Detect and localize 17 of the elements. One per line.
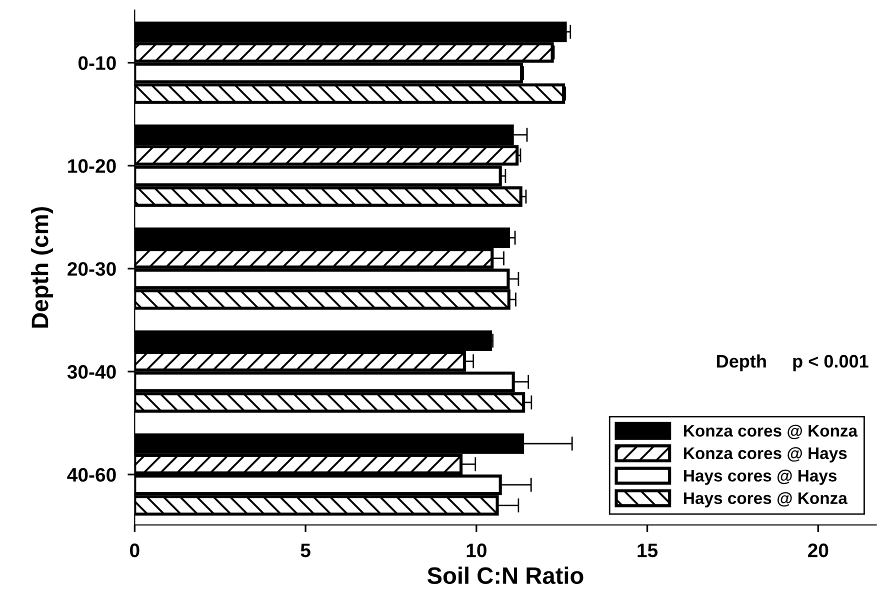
legend-label: Konza cores @ Konza bbox=[684, 424, 858, 440]
legend-label: Hays cores @ Hays bbox=[684, 470, 837, 485]
x-axis-title: Soil C:N Ratio bbox=[427, 566, 584, 584]
y-tick-label: 30-40 bbox=[67, 365, 116, 379]
y-axis-title: Depth (cm) bbox=[30, 207, 53, 328]
annotation: Depth p < 0.001 bbox=[717, 354, 868, 372]
x-tick-label: 5 bbox=[300, 544, 310, 558]
y-tick-label: 10-20 bbox=[68, 159, 116, 173]
legend-label: Konza cores @ Hays bbox=[684, 447, 847, 462]
x-tick-label: 10 bbox=[466, 544, 486, 558]
y-tick-label: 20-30 bbox=[68, 262, 116, 276]
y-tick-label: 40-60 bbox=[67, 468, 116, 482]
y-tick-label: 0-10 bbox=[78, 56, 116, 70]
x-tick-label: 15 bbox=[638, 544, 658, 558]
x-tick-label: 20 bbox=[808, 544, 828, 558]
legend-label: Hays cores @ Konza bbox=[684, 492, 848, 508]
x-tick-label: 0 bbox=[130, 544, 140, 558]
